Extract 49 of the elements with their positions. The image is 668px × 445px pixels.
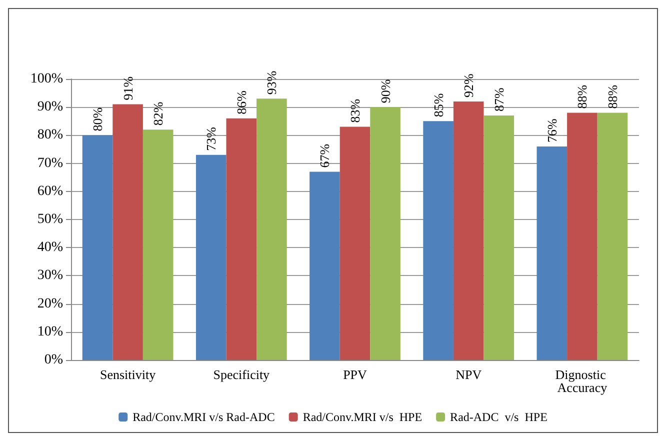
data-label: 87% [491,88,506,112]
bar [453,101,484,360]
bar [196,154,226,360]
bar [484,116,514,360]
x-tick-label: PPV [343,367,368,382]
data-label: 76% [544,118,560,142]
y-tick-label: 0% [44,352,64,368]
y-tick-label: 50% [37,212,64,227]
y-tick-label: 90% [37,100,64,115]
bar [310,172,340,360]
x-tick-label: Specificity [213,367,270,382]
y-tick-label: 70% [37,156,64,171]
y-tick-label: 10% [37,324,64,340]
y-tick-label: 40% [37,240,64,256]
y-tick-label: 60% [37,184,64,199]
data-label: 67% [317,144,332,168]
y-tick-label: 30% [37,268,64,284]
x-tick-label: Dignostic Accuracy [555,367,610,395]
data-label: 82% [150,102,166,126]
bar [370,107,400,360]
legend-label: Rad/Conv.MRI v/s Rad-ADC [132,410,275,424]
bar [112,104,143,360]
data-label: 90% [378,79,393,104]
bar [567,112,598,360]
data-label: 83% [348,98,362,123]
bar [340,126,370,360]
data-label: 91% [120,76,136,100]
y-tick-label: 100% [30,72,64,86]
bar [142,130,174,360]
data-label: 73% [204,126,219,151]
bar [597,112,628,360]
bar [226,118,257,360]
x-tick-label: NPV [456,367,482,382]
data-label: 88% [604,84,620,109]
data-label: 85% [430,93,446,118]
y-tick-label: 20% [37,296,64,312]
data-label: 80% [90,107,106,132]
data-label: 88% [574,84,590,109]
data-label: 86% [234,90,249,114]
data-label: 92% [461,73,476,98]
legend-label: Rad-ADC v/s HPE [450,410,548,424]
bar [423,121,454,360]
y-tick-label: 80% [37,128,64,143]
data-label: 93% [264,70,280,95]
legend-label: Rad/Conv.MRI v/s HPE [302,410,422,424]
bar [256,98,287,360]
bar [82,135,113,360]
bar [536,146,568,360]
x-tick-label: Sensitivity [100,367,156,382]
